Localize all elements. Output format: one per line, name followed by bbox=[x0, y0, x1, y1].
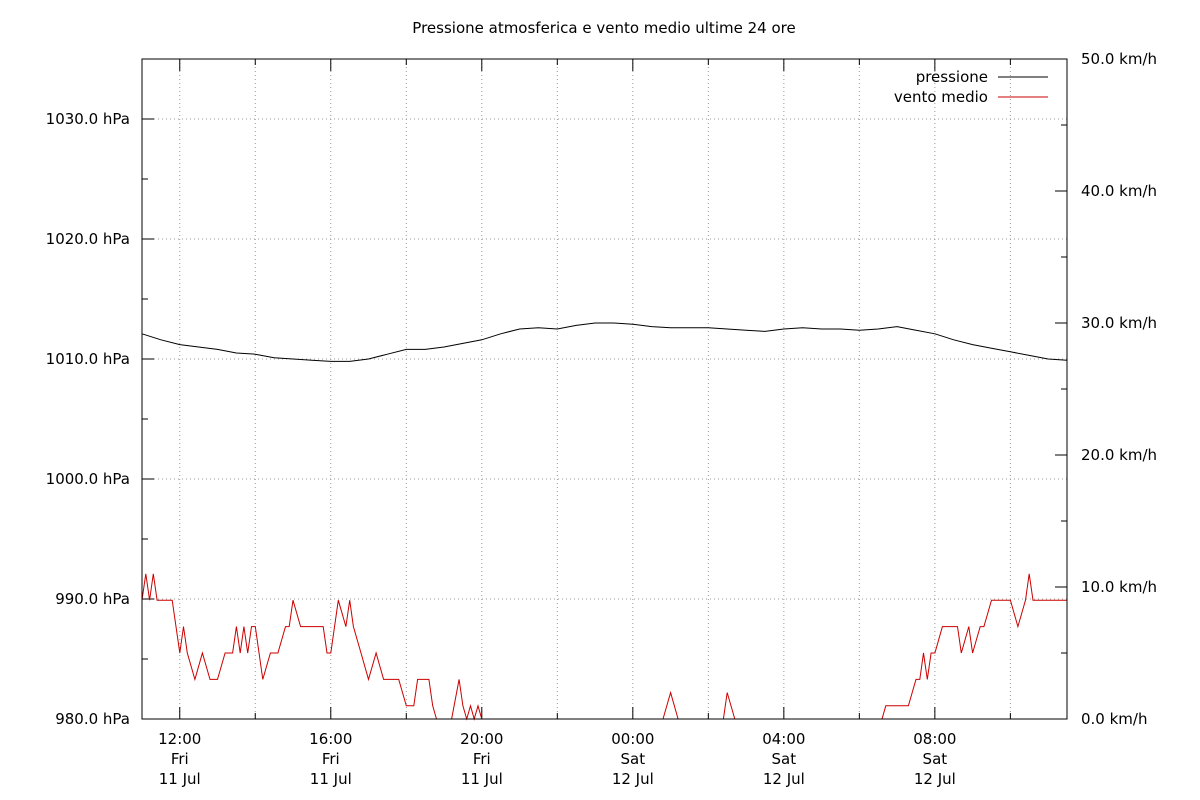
x-tick-label-time: 16:00 bbox=[309, 730, 352, 748]
x-tick-label-time: 00:00 bbox=[611, 730, 654, 748]
left-tick-label: 1030.0 hPa bbox=[46, 110, 130, 128]
right-tick-label: 50.0 km/h bbox=[1081, 50, 1157, 68]
x-tick-label-date: 11 Jul bbox=[310, 770, 352, 788]
legend-label: pressione bbox=[916, 68, 988, 86]
right-tick-label: 10.0 km/h bbox=[1081, 578, 1157, 596]
axis-labels: 980.0 hPa 990.0 hPa 1000.0 hPa 1010.0 hPa 10… bbox=[46, 50, 1157, 788]
right-tick-label: 30.0 km/h bbox=[1081, 314, 1157, 332]
x-tick-label-date: 12 Jul bbox=[763, 770, 805, 788]
x-tick-label-date: 11 Jul bbox=[159, 770, 201, 788]
x-tick-label-day: Sat bbox=[772, 750, 797, 768]
right-tick-label: 40.0 km/h bbox=[1081, 182, 1157, 200]
left-tick-label: 990.0 hPa bbox=[55, 590, 130, 608]
legend: pressione vento medio bbox=[894, 68, 1048, 106]
plot-frame bbox=[141, 58, 1068, 720]
x-tick-label-day: Fri bbox=[171, 750, 189, 768]
x-tick-label-day: Sat bbox=[621, 750, 646, 768]
x-tick-label-date: 12 Jul bbox=[914, 770, 956, 788]
left-tick-label: 1020.0 hPa bbox=[46, 230, 130, 248]
series-lines bbox=[141, 322, 1068, 721]
left-tick-label: 980.0 hPa bbox=[55, 710, 130, 728]
x-tick-label-time: 20:00 bbox=[460, 730, 503, 748]
series-line-pressione bbox=[141, 322, 1068, 362]
left-tick-label: 1000.0 hPa bbox=[46, 470, 130, 488]
x-tick-label-time: 08:00 bbox=[913, 730, 956, 748]
x-tick-label-time: 04:00 bbox=[762, 730, 805, 748]
x-tick-label-date: 12 Jul bbox=[612, 770, 654, 788]
x-tick-label-day: Fri bbox=[473, 750, 491, 768]
x-tick-label-day: Sat bbox=[923, 750, 948, 768]
grid bbox=[142, 59, 1067, 719]
series-line-vento-medio bbox=[141, 573, 1067, 721]
left-tick-label: 1010.0 hPa bbox=[46, 350, 130, 368]
right-tick-label: 20.0 km/h bbox=[1081, 446, 1157, 464]
x-tick-label-day: Fri bbox=[322, 750, 340, 768]
right-tick-label: 0.0 km/h bbox=[1081, 710, 1147, 728]
axis-ticks bbox=[142, 58, 1067, 720]
legend-label: vento medio bbox=[894, 88, 988, 106]
x-tick-label-time: 12:00 bbox=[158, 730, 201, 748]
x-tick-label-date: 11 Jul bbox=[461, 770, 503, 788]
chart-title: Pressione atmosferica e vento medio ulti… bbox=[412, 19, 795, 37]
